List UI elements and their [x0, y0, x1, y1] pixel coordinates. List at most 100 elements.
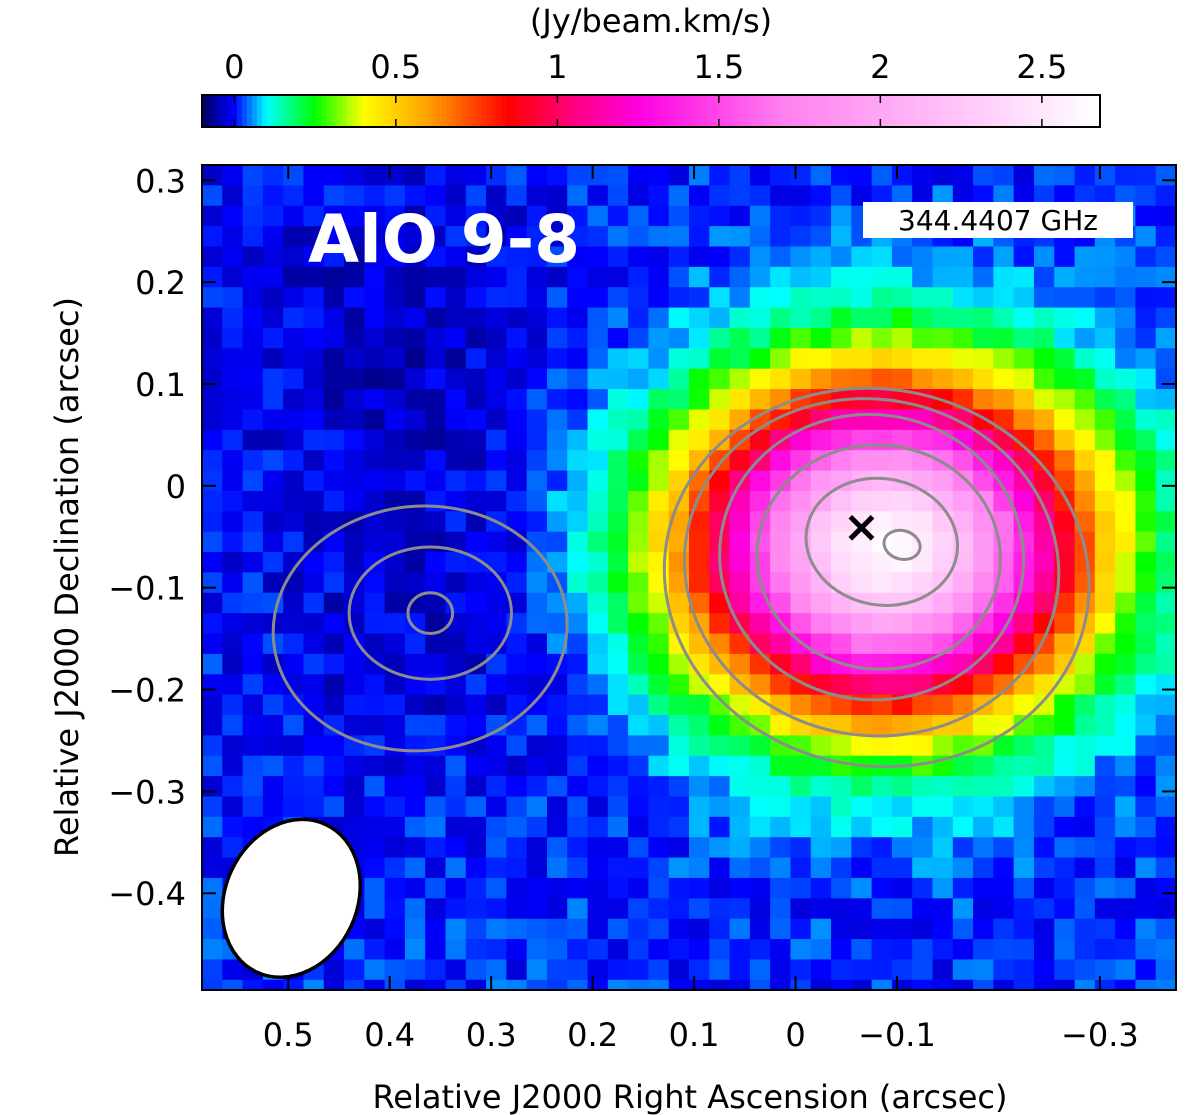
heatmap-pixel [628, 246, 650, 268]
y-tick-label: 0.3 [135, 162, 186, 200]
heatmap-pixel [587, 613, 609, 635]
heatmap-pixel [202, 857, 223, 879]
heatmap-pixel [952, 572, 974, 594]
heatmap-pixel [1155, 633, 1176, 655]
heatmap-pixel [323, 552, 345, 574]
heatmap-pixel [648, 205, 670, 227]
heatmap-pixel [222, 694, 244, 716]
heatmap-pixel [1013, 450, 1035, 472]
heatmap-pixel [729, 450, 751, 472]
heatmap-pixel [486, 898, 507, 920]
heatmap-pixel [526, 939, 548, 961]
heatmap-pixel [1155, 959, 1176, 981]
colorbar-segment [655, 95, 662, 127]
heatmap-pixel [546, 715, 568, 736]
heatmap-pixel [364, 348, 386, 370]
heatmap-pixel [790, 592, 812, 614]
heatmap-pixel [323, 327, 345, 349]
heatmap-pixel [486, 959, 507, 981]
heatmap-pixel [709, 979, 731, 990]
heatmap-pixel [567, 185, 589, 207]
heatmap-pixel [202, 959, 223, 981]
heatmap-pixel [587, 389, 609, 411]
heatmap-pixel [993, 939, 1015, 961]
heatmap-pixel [1054, 613, 1076, 635]
heatmap-pixel [689, 939, 710, 961]
heatmap-pixel [526, 918, 548, 940]
heatmap-pixel [607, 531, 629, 553]
heatmap-pixel [486, 776, 507, 798]
colorbar-segment [646, 95, 652, 127]
heatmap-pixel [628, 816, 650, 838]
heatmap-pixel [1054, 266, 1076, 288]
heatmap-pixel [851, 653, 873, 675]
heatmap-pixel [445, 307, 467, 329]
heatmap-pixel [1115, 287, 1137, 309]
heatmap-pixel [709, 694, 731, 716]
heatmap-pixel [749, 552, 771, 574]
heatmap-pixel [891, 653, 913, 675]
heatmap-pixel [384, 592, 406, 614]
heatmap-pixel [404, 857, 426, 879]
heatmap-pixel [1155, 755, 1176, 777]
colorbar-segment [975, 95, 981, 127]
heatmap-pixel [486, 755, 507, 777]
heatmap-pixel [445, 409, 467, 431]
heatmap-pixel [993, 694, 1015, 716]
heatmap-pixel [1033, 918, 1055, 940]
heatmap-pixel [891, 348, 913, 370]
heatmap-pixel [425, 959, 447, 981]
heatmap-pixel [1074, 572, 1096, 594]
colorbar-segment [945, 95, 951, 127]
heatmap-pixel [770, 939, 792, 961]
heatmap-pixel [1115, 918, 1137, 940]
heatmap-pixel [587, 368, 609, 390]
heatmap-pixel [1094, 715, 1116, 736]
heatmap-pixel [770, 266, 792, 288]
heatmap-pixel [770, 796, 792, 818]
heatmap-pixel [810, 918, 832, 940]
heatmap-pixel [1013, 572, 1035, 594]
heatmap-pixel [648, 429, 670, 451]
colorbar-segment [1005, 95, 1011, 127]
colorbar-segment [980, 95, 986, 127]
heatmap-pixel [770, 837, 792, 859]
heatmap-pixel [344, 470, 365, 492]
heatmap-pixel [465, 633, 487, 655]
heatmap-pixel [648, 511, 670, 533]
heatmap-pixel [993, 470, 1015, 492]
heatmap-pixel [952, 694, 974, 716]
heatmap-pixel [729, 226, 751, 248]
heatmap-pixel [526, 307, 548, 329]
heatmap-pixel [871, 613, 893, 635]
heatmap-pixel [912, 755, 934, 777]
heatmap-pixel [689, 307, 710, 329]
heatmap-pixel [1033, 979, 1055, 990]
heatmap-pixel [1135, 266, 1157, 288]
heatmap-pixel [506, 327, 528, 349]
heatmap-pixel [648, 368, 670, 390]
colorbar-segment [396, 95, 403, 127]
heatmap-pixel [486, 185, 507, 207]
heatmap-pixel [1074, 959, 1096, 981]
heatmap-pixel [790, 918, 812, 940]
colorbar-segment [276, 95, 283, 127]
heatmap-pixel [1074, 165, 1096, 186]
heatmap-pixel [648, 327, 670, 349]
heatmap-pixel [202, 368, 223, 390]
heatmap-pixel [1115, 327, 1137, 349]
heatmap-pixel [526, 776, 548, 798]
heatmap-pixel [262, 327, 284, 349]
colorbar-segment [466, 95, 472, 127]
heatmap-pixel [973, 918, 994, 940]
heatmap-pixel [567, 877, 589, 899]
heatmap-pixel [506, 368, 528, 390]
heatmap-pixel [628, 694, 650, 716]
heatmap-pixel [526, 816, 548, 838]
heatmap-pixel [344, 653, 365, 675]
heatmap-pixel [425, 287, 447, 309]
heatmap-pixel [871, 429, 893, 451]
heatmap-pixel [1115, 552, 1137, 574]
heatmap-pixel [891, 979, 913, 990]
heatmap-pixel [912, 327, 934, 349]
